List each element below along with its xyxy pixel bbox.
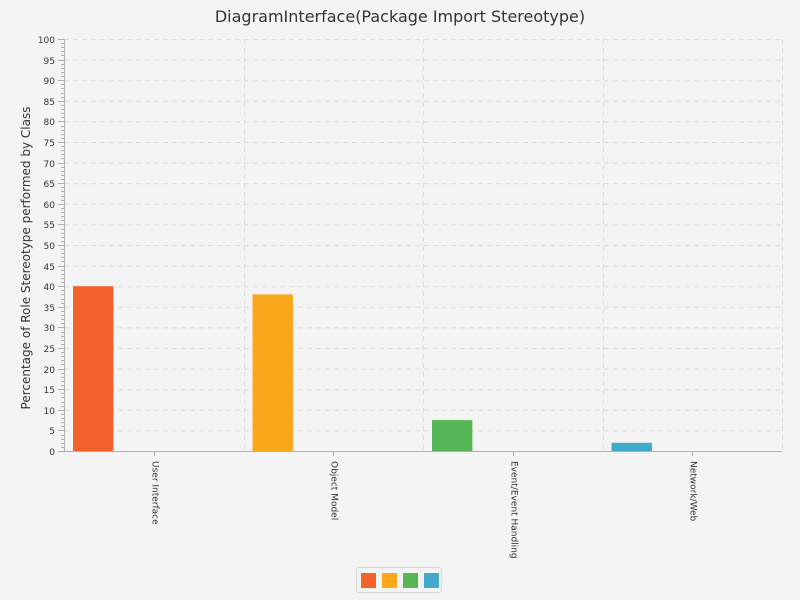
- x-tick-label: Network/Web: [688, 461, 698, 522]
- x-tick-label: Event/Event Handling: [509, 461, 519, 559]
- y-tick-label: 55: [44, 221, 55, 231]
- y-tick-label: 35: [44, 304, 55, 314]
- y-tick-label: 70: [44, 160, 56, 170]
- chart-title: DiagramInterface(Package Import Stereoty…: [214, 7, 586, 26]
- y-tick-label: 50: [44, 242, 56, 252]
- x-tick-label: User Interface: [150, 461, 160, 525]
- bar: [252, 294, 293, 451]
- y-tick-label: 20: [44, 366, 56, 376]
- bar: [611, 442, 652, 451]
- y-tick-label: 85: [44, 98, 55, 108]
- y-tick-label: 25: [44, 345, 55, 355]
- legend-swatch[interactable]: [424, 573, 439, 588]
- y-tick-label: 30: [44, 324, 56, 334]
- y-tick-label: 95: [44, 57, 55, 67]
- y-tick-label: 0: [49, 448, 55, 458]
- y-tick-label: 90: [44, 77, 56, 87]
- legend-swatch[interactable]: [361, 573, 376, 588]
- legend[interactable]: [356, 567, 442, 593]
- x-tick-label: Object Model: [329, 461, 339, 520]
- y-tick-label: 45: [44, 263, 55, 273]
- y-tick-label: 65: [44, 180, 55, 190]
- y-tick-label: 5: [49, 427, 55, 437]
- y-tick-label: 75: [44, 139, 55, 149]
- legend-swatch[interactable]: [403, 573, 418, 588]
- legend-swatch[interactable]: [382, 573, 397, 588]
- y-tick-label: 15: [44, 386, 55, 396]
- y-tick-label: 60: [44, 201, 56, 211]
- y-tick-label: 40: [44, 283, 56, 293]
- y-tick-label: 80: [44, 118, 56, 128]
- y-tick-label: 10: [44, 407, 56, 417]
- y-tick-label: 100: [38, 36, 55, 46]
- bar: [73, 286, 114, 451]
- bar: [432, 420, 473, 451]
